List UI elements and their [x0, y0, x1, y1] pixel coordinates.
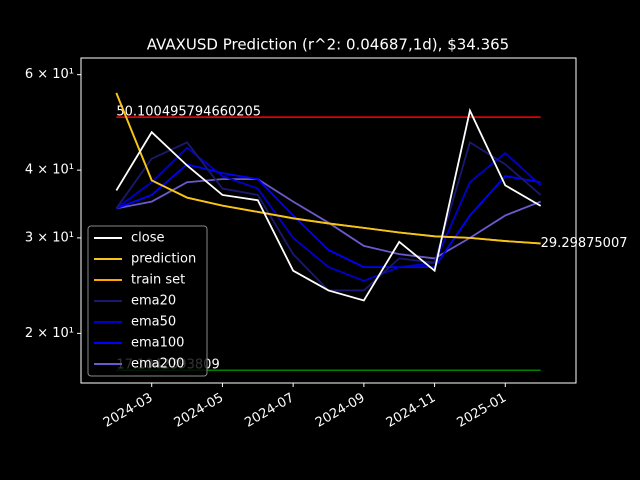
y-tick-label: 6 × 10¹ — [25, 67, 74, 82]
plot-frame — [80, 57, 577, 384]
y-tick-label: 2 × 10¹ — [25, 326, 74, 341]
legend-label: ema50 — [131, 315, 176, 330]
series-line — [115, 107, 542, 302]
legend-label: ema200 — [131, 357, 184, 372]
legend-label: ema20 — [131, 294, 176, 309]
series-line — [115, 92, 541, 245]
legend-label: ema100 — [131, 336, 184, 351]
legend-box — [87, 225, 208, 377]
series-line — [115, 146, 542, 282]
y-tick-label: 4 × 10¹ — [25, 163, 74, 178]
legend-label: close — [131, 231, 164, 246]
end-label: 29.29875007 — [541, 236, 628, 251]
legend-label: prediction — [131, 252, 196, 267]
legend-label: train set — [131, 273, 185, 288]
threshold-label: 50.100495794660205 — [116, 105, 261, 120]
chart-title: AVAXUSD Prediction (r^2: 0.04687,1d), $3… — [147, 36, 509, 54]
y-tick-label: 3 × 10¹ — [25, 230, 74, 245]
